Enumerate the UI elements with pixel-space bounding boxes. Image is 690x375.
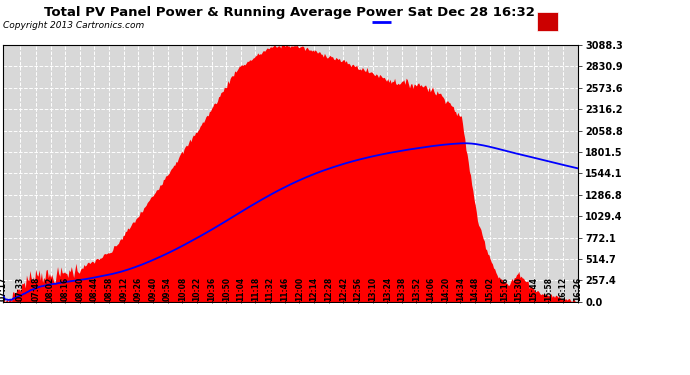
Text: Average  (DC Watts): Average (DC Watts) [396,17,499,26]
Text: PV Panels  (DC Watts): PV Panels (DC Watts) [562,17,674,26]
Bar [537,12,558,32]
Text: Copyright 2013 Cartronics.com: Copyright 2013 Cartronics.com [3,21,145,30]
Text: Total PV Panel Power & Running Average Power Sat Dec 28 16:32: Total PV Panel Power & Running Average P… [44,6,535,19]
